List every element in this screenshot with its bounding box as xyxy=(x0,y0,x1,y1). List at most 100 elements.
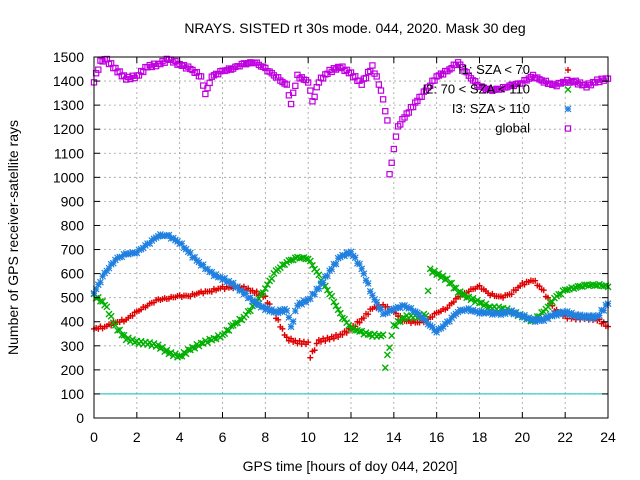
y-axis-label: Number of GPS receiver-satellite rays xyxy=(5,120,21,355)
y-tick-label: 600 xyxy=(61,266,85,282)
y-tick-label: 400 xyxy=(61,314,85,330)
data-marker xyxy=(431,267,439,275)
data-marker xyxy=(246,294,254,301)
data-marker xyxy=(330,335,337,342)
data-marker xyxy=(426,265,434,273)
data-marker xyxy=(398,314,406,322)
data-marker xyxy=(377,305,385,313)
data-marker xyxy=(484,309,492,317)
data-marker xyxy=(433,328,441,336)
data-marker xyxy=(126,249,134,257)
data-marker xyxy=(311,347,318,354)
x-tick-label: 0 xyxy=(90,429,98,445)
data-marker xyxy=(347,248,355,256)
y-tick-label: 1400 xyxy=(53,73,84,89)
data-marker xyxy=(356,327,364,335)
data-marker xyxy=(392,133,400,140)
data-marker xyxy=(439,272,447,280)
data-marker xyxy=(307,87,314,94)
data-marker xyxy=(388,159,395,166)
data-marker xyxy=(171,350,179,358)
data-marker xyxy=(259,302,267,310)
data-marker xyxy=(116,326,124,334)
data-marker xyxy=(109,259,117,267)
data-marker xyxy=(435,269,443,277)
data-marker xyxy=(365,311,372,318)
data-marker xyxy=(373,73,380,80)
data-marker xyxy=(275,316,282,323)
data-marker xyxy=(358,81,365,88)
data-marker xyxy=(508,291,515,298)
data-marker xyxy=(206,79,213,87)
data-marker xyxy=(191,253,199,261)
data-marker xyxy=(178,240,186,248)
data-marker xyxy=(403,303,411,311)
series-asterisk xyxy=(90,231,612,336)
data-marker xyxy=(159,343,167,351)
data-marker xyxy=(289,317,297,325)
data-marker xyxy=(343,329,350,336)
data-marker xyxy=(394,303,402,311)
data-marker xyxy=(283,307,291,315)
chart-title: NRAYS. SISTED rt 30s mode. 044, 2020. Ma… xyxy=(184,20,525,36)
data-marker xyxy=(184,345,192,353)
data-marker xyxy=(124,250,132,258)
data-marker xyxy=(163,346,171,354)
data-marker xyxy=(264,304,271,312)
data-marker xyxy=(354,259,361,267)
data-marker xyxy=(311,93,318,101)
data-marker xyxy=(204,339,212,347)
data-marker xyxy=(469,294,477,302)
data-marker xyxy=(386,171,393,178)
data-marker xyxy=(221,330,229,338)
data-marker xyxy=(356,260,363,268)
data-marker xyxy=(195,258,203,266)
y-tick-label: 1100 xyxy=(54,145,84,161)
data-marker xyxy=(251,297,259,305)
y-axis: 0 100 200 300 400 500 600 700 800 900 1000 1100 1200… xyxy=(53,49,608,426)
data-marker xyxy=(424,287,432,295)
plot-area xyxy=(90,55,612,372)
data-marker xyxy=(120,331,128,339)
data-marker xyxy=(429,314,436,321)
y-tick-label: 200 xyxy=(61,362,85,378)
data-marker xyxy=(392,304,400,312)
data-marker xyxy=(274,309,282,317)
data-marker xyxy=(305,339,312,346)
data-marker xyxy=(446,317,453,325)
data-marker xyxy=(120,250,128,258)
data-marker xyxy=(294,302,301,310)
data-marker xyxy=(366,287,374,295)
data-marker xyxy=(563,286,571,294)
data-marker xyxy=(129,249,136,256)
data-marker xyxy=(268,275,276,283)
y-tick-label: 1300 xyxy=(53,97,84,113)
data-marker xyxy=(476,299,483,307)
data-marker xyxy=(279,325,286,332)
data-marker xyxy=(315,285,323,293)
x-tick-label: 20 xyxy=(515,429,531,445)
y-tick-label: 300 xyxy=(61,338,85,354)
data-marker xyxy=(467,307,475,315)
data-marker xyxy=(114,254,121,262)
data-marker xyxy=(576,311,584,319)
data-marker xyxy=(394,317,402,325)
data-marker xyxy=(339,331,346,338)
data-marker xyxy=(229,279,237,287)
data-marker xyxy=(381,364,389,372)
data-marker xyxy=(478,298,486,306)
data-marker xyxy=(536,283,543,290)
data-marker xyxy=(263,281,271,289)
data-marker xyxy=(308,261,316,269)
data-marker xyxy=(336,309,344,317)
data-marker xyxy=(334,306,342,314)
data-marker xyxy=(202,90,209,98)
data-marker xyxy=(428,323,436,331)
data-marker xyxy=(291,307,299,315)
y-tick-label: 500 xyxy=(61,290,85,306)
data-marker xyxy=(221,274,229,282)
data-marker xyxy=(379,331,387,339)
data-marker xyxy=(135,246,143,254)
data-marker xyxy=(553,312,561,319)
